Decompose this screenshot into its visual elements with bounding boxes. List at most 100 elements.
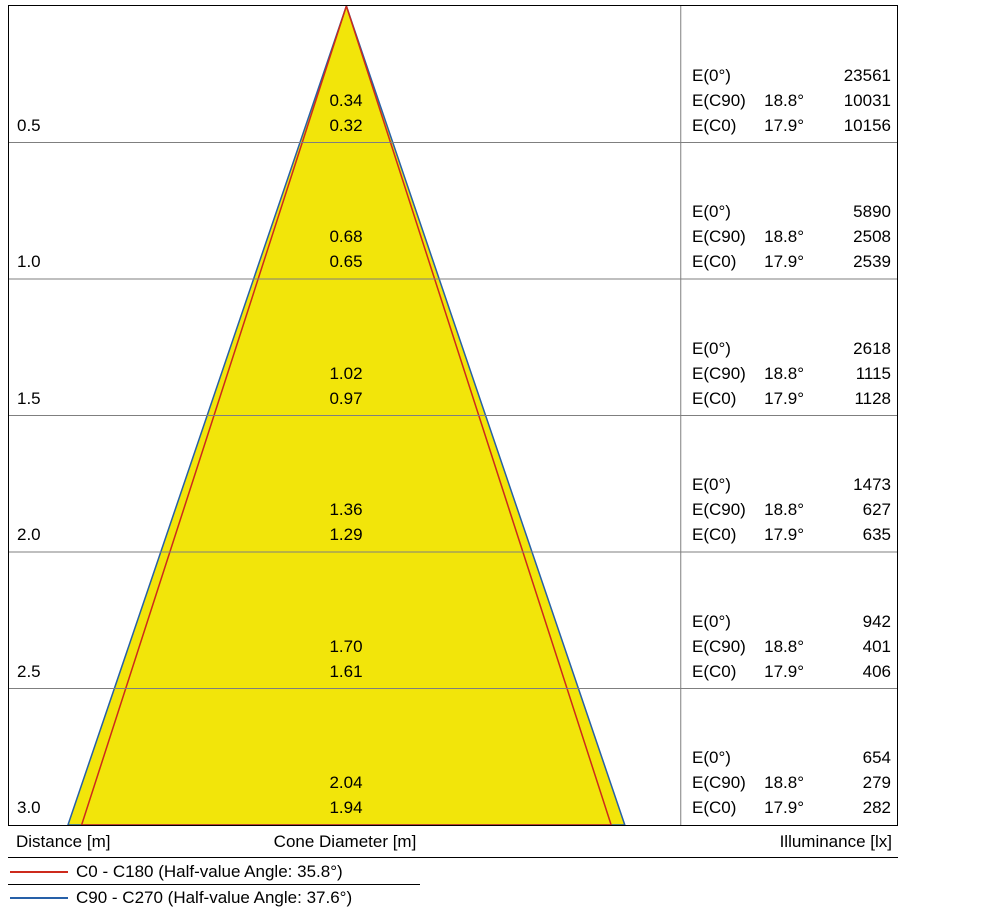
distance-value: 2.5 xyxy=(17,661,41,681)
legend: C0 - C180 (Half-value Angle: 35.8°) C90 … xyxy=(8,860,420,910)
e0-line: E(0°) 5890 xyxy=(692,199,891,224)
ec0-angle: 17.9° xyxy=(764,252,804,271)
cone-diameter-c90-value: 1.02 xyxy=(329,363,363,383)
ec90-label: E(C90) xyxy=(692,90,746,110)
ec90-line: E(C90) 18.8° 10031 xyxy=(692,88,891,113)
cone-diameter-values: 1.36 1.29 xyxy=(286,497,406,547)
ec90-line: E(C90) 18.8° 1115 xyxy=(692,361,891,386)
cone-diameter-c90-value: 2.04 xyxy=(329,773,363,792)
cone-diameter-values: 2.04 1.94 xyxy=(286,770,406,820)
ec0-angle: 17.9° xyxy=(764,388,804,408)
e0-label: E(0°) xyxy=(692,748,731,767)
illuminance-column-label: Illuminance [lx] xyxy=(779,832,892,851)
table-row: 0.5 0.34 0.32 E(0°) 23561 E(C90) 18.8° 1… xyxy=(9,6,897,143)
ec0-label: E(C0) xyxy=(692,525,737,544)
cone-diameter-c0-value: 1.94 xyxy=(329,798,363,817)
ec90-value: 401 xyxy=(862,636,891,656)
e0-angle xyxy=(754,63,804,88)
e0-line: E(0°) 942 xyxy=(692,609,891,634)
distance-value: 3.0 xyxy=(17,798,41,817)
column-footer: Distance [m] Cone Diameter [m] Illuminan… xyxy=(8,827,898,858)
cone-diameter-c90-value: 0.68 xyxy=(329,227,363,246)
table-row: 3.0 2.04 1.94 E(0°) 654 E(C90) 18.8° 279… xyxy=(9,689,897,826)
ec90-line: E(C90) 18.8° 279 xyxy=(692,770,891,795)
legend-label-c90-c270: C90 - C270 (Half-value Angle: 37.6°) xyxy=(76,887,353,907)
ec0-line: E(C0) 17.9° 406 xyxy=(692,659,891,684)
e0-angle xyxy=(754,745,804,770)
cone-diameter-c90-value: 1.70 xyxy=(329,636,363,656)
ec90-line: E(C90) 18.8° 2508 xyxy=(692,224,891,249)
cone-diameter-c0-value: 1.61 xyxy=(329,661,363,681)
table-row: 1.5 1.02 0.97 E(0°) 2618 E(C90) 18.8° 11… xyxy=(9,279,897,416)
e0-angle xyxy=(754,472,804,497)
ec0-label: E(C0) xyxy=(692,388,737,408)
e0-line: E(0°) 23561 xyxy=(692,63,891,88)
ec0-angle: 17.9° xyxy=(764,115,804,135)
ec0-line: E(C0) 17.9° 10156 xyxy=(692,113,891,138)
ec0-line: E(C0) 17.9° 282 xyxy=(692,795,891,820)
ec0-label: E(C0) xyxy=(692,661,737,681)
cone-diameter-c90-value: 0.34 xyxy=(329,90,363,110)
cone-diameter-c0-value: 0.65 xyxy=(329,252,363,271)
cone-diameter-values: 0.34 0.32 xyxy=(286,88,406,138)
ec90-label: E(C90) xyxy=(692,773,746,792)
e0-value: 2618 xyxy=(853,338,891,358)
ec90-value: 279 xyxy=(862,773,891,792)
ec90-angle: 18.8° xyxy=(764,363,804,383)
cone-diameter-values: 1.02 0.97 xyxy=(286,361,406,411)
ec90-label: E(C90) xyxy=(692,227,746,246)
ec90-value: 10031 xyxy=(843,90,891,110)
ec0-label: E(C0) xyxy=(692,798,737,817)
cone-diagram-table: 0.5 0.34 0.32 E(0°) 23561 E(C90) 18.8° 1… xyxy=(8,5,898,826)
ec90-line: E(C90) 18.8° 401 xyxy=(692,634,891,659)
e0-value: 23561 xyxy=(843,65,891,85)
distance-value: 0.5 xyxy=(17,115,41,135)
e0-label: E(0°) xyxy=(692,475,731,494)
e0-line: E(0°) 2618 xyxy=(692,336,891,361)
ec0-value: 10156 xyxy=(843,115,891,135)
cone-diameter-c0-value: 1.29 xyxy=(329,525,363,544)
c90-c270-line-swatch xyxy=(10,896,68,899)
cone-diameter-c0-value: 0.97 xyxy=(329,388,363,408)
legend-label-c0-c180: C0 - C180 (Half-value Angle: 35.8°) xyxy=(76,862,343,881)
ec90-label: E(C90) xyxy=(692,636,746,656)
ec90-value: 1115 xyxy=(855,363,891,383)
ec90-line: E(C90) 18.8° 627 xyxy=(692,497,891,522)
table-row: 1.0 0.68 0.65 E(0°) 5890 E(C90) 18.8° 25… xyxy=(9,143,897,280)
e0-value: 5890 xyxy=(853,202,891,221)
ec0-value: 282 xyxy=(862,798,891,817)
cone-diameter-c90-value: 1.36 xyxy=(329,500,363,519)
ec0-value: 1128 xyxy=(854,388,891,408)
ec0-label: E(C0) xyxy=(692,115,737,135)
e0-label: E(0°) xyxy=(692,202,731,221)
e0-angle xyxy=(754,199,804,224)
ec0-angle: 17.9° xyxy=(764,661,804,681)
distance-value: 2.0 xyxy=(17,525,41,544)
ec0-angle: 17.9° xyxy=(764,525,804,544)
cone-diameter-values: 0.68 0.65 xyxy=(286,224,406,274)
distance-value: 1.5 xyxy=(17,388,41,408)
illuminance-values: E(0°) 654 E(C90) 18.8° 279 E(C0) 17.9° 2… xyxy=(692,745,891,820)
table-row: 2.5 1.70 1.61 E(0°) 942 E(C90) 18.8° 401… xyxy=(9,552,897,689)
illuminance-values: E(0°) 23561 E(C90) 18.8° 10031 E(C0) 17.… xyxy=(692,63,891,138)
ec0-value: 406 xyxy=(862,661,891,681)
ec90-angle: 18.8° xyxy=(764,773,804,792)
e0-value: 1473 xyxy=(853,475,891,494)
e0-line: E(0°) 654 xyxy=(692,745,891,770)
ec90-angle: 18.8° xyxy=(764,500,804,519)
ec0-line: E(C0) 17.9° 1128 xyxy=(692,386,891,411)
ec90-value: 627 xyxy=(862,500,891,519)
ec90-value: 2508 xyxy=(853,227,891,246)
ec0-label: E(C0) xyxy=(692,252,737,271)
rows-layer: 0.5 0.34 0.32 E(0°) 23561 E(C90) 18.8° 1… xyxy=(9,6,897,825)
legend-item-c0-c180: C0 - C180 (Half-value Angle: 35.8°) xyxy=(8,860,420,885)
e0-label: E(0°) xyxy=(692,611,731,631)
ec0-value: 635 xyxy=(862,525,891,544)
cone-diameter-c0-value: 0.32 xyxy=(329,115,363,135)
e0-label: E(0°) xyxy=(692,338,731,358)
ec90-angle: 18.8° xyxy=(764,90,804,110)
e0-angle xyxy=(754,609,804,634)
ec90-label: E(C90) xyxy=(692,500,746,519)
ec0-value: 2539 xyxy=(853,252,891,271)
table-row: 2.0 1.36 1.29 E(0°) 1473 E(C90) 18.8° 62… xyxy=(9,416,897,553)
